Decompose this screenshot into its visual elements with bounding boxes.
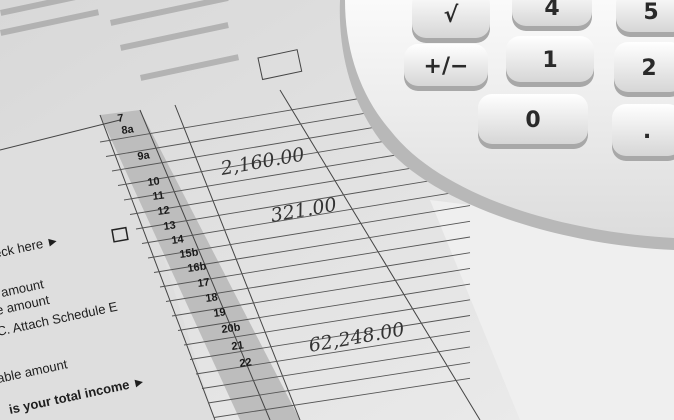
check-here-checkbox[interactable] (111, 226, 129, 243)
form-row-line (165, 252, 471, 302)
line-number: 11 (152, 189, 165, 203)
key-label: √ (444, 3, 459, 28)
line-number: 16b (187, 260, 208, 275)
line-number: 12 (157, 204, 171, 218)
line-number: 19 (213, 306, 227, 320)
line-number: 20b (221, 321, 242, 336)
form-row-line (141, 189, 471, 244)
key-label: +/− (424, 54, 469, 79)
calculator-key[interactable]: 4 (512, 0, 592, 31)
calculator-key[interactable]: 0 (478, 94, 588, 149)
form-row-line (159, 236, 471, 288)
calculator-key[interactable]: +/− (404, 44, 488, 91)
form-row-line (147, 205, 471, 259)
checkbox-top[interactable] (257, 49, 303, 81)
line-number: 10 (147, 175, 161, 189)
key-label: 1 (542, 48, 557, 73)
form-row-line (153, 220, 471, 273)
line-number: 14 (171, 233, 186, 247)
form-header-text (0, 0, 240, 81)
form-left-section (0, 120, 215, 420)
calculator-key[interactable]: 5 (616, 0, 674, 37)
calculator-key[interactable]: 2 (614, 42, 674, 97)
calculator-key[interactable]: . (612, 104, 674, 161)
calculator-keypad: √ 4 5 +/− 1 2 0. (404, 0, 674, 161)
form-row-line (135, 173, 471, 230)
form-row-line (183, 299, 471, 346)
form-grid-lines (0, 89, 481, 420)
form-row-line (213, 377, 471, 418)
line-number: 18 (205, 291, 219, 305)
key-label: . (643, 119, 651, 144)
line-number: 15b (179, 246, 200, 261)
form-row-line (171, 267, 471, 317)
line-number: 8a (121, 123, 136, 137)
line-number: 17 (197, 276, 211, 290)
calculator-key[interactable]: √ (412, 0, 490, 43)
paper-sheet (430, 200, 674, 420)
key-label: 5 (643, 0, 658, 25)
calculator-key[interactable]: 1 (506, 36, 594, 87)
form-row-line (195, 330, 471, 375)
form-row-line (207, 362, 471, 404)
line-number: 13 (163, 219, 177, 233)
line-number: 21 (231, 339, 245, 353)
key-label: 0 (525, 108, 540, 133)
line-number: 9a (137, 149, 152, 163)
line-number: 7 (117, 112, 125, 125)
form-row-line (201, 346, 471, 389)
form-row-line (177, 283, 471, 331)
key-label: 4 (544, 0, 559, 21)
key-label: 2 (641, 56, 656, 81)
form-row-line (189, 315, 471, 360)
line-number: 22 (239, 356, 253, 370)
